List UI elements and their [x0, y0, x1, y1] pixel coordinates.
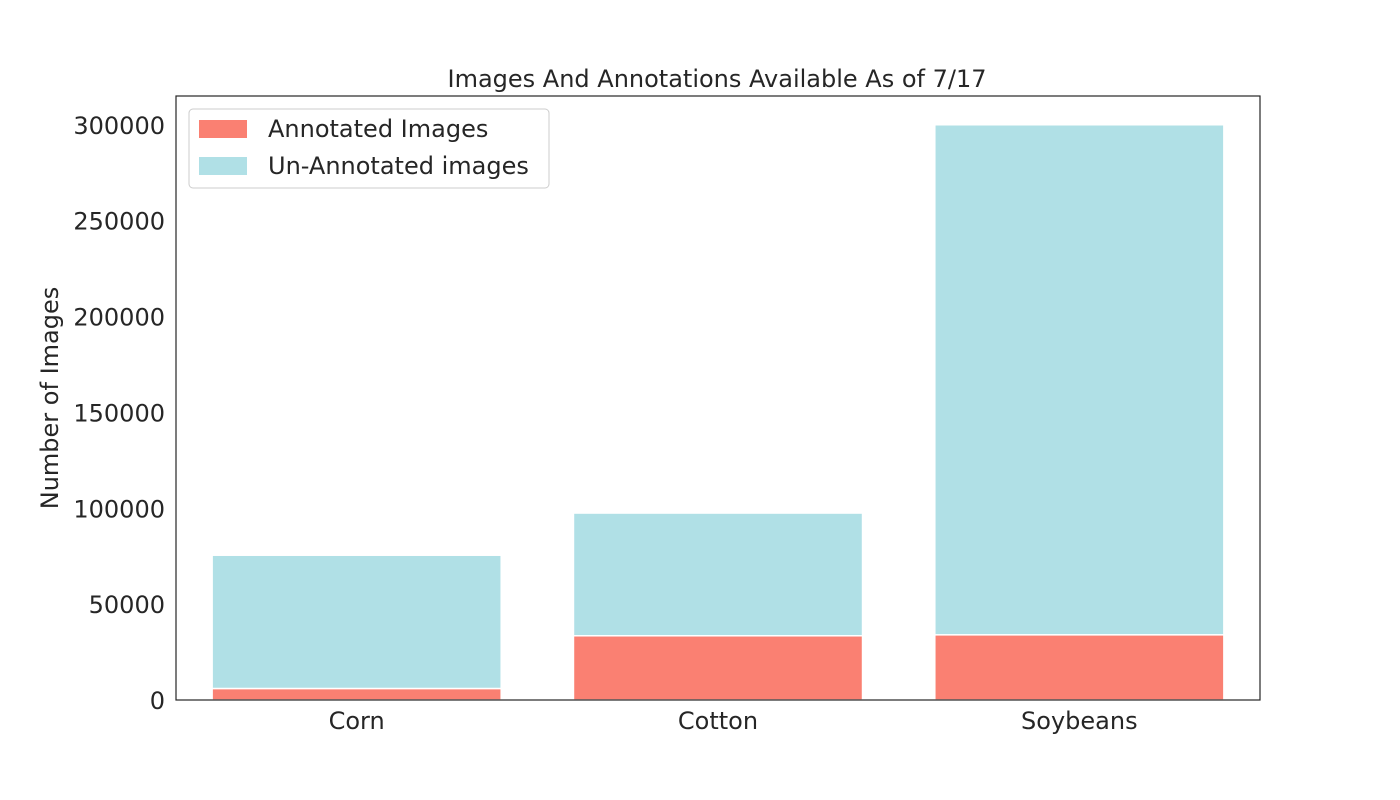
y-tick-label: 50000 — [89, 591, 165, 619]
y-tick-label: 200000 — [73, 304, 165, 332]
legend-label-unannotated: Un-Annotated images — [268, 152, 529, 180]
y-axis-label: Number of Images — [36, 287, 64, 509]
bar-soybeans-unannotated — [934, 124, 1225, 636]
bar-corn-unannotated — [211, 554, 502, 690]
bar-soybeans-annotated — [934, 634, 1225, 701]
bar-corn-annotated — [211, 687, 502, 701]
x-ticks-layer: Corn Cotton Soybeans — [329, 707, 1138, 735]
chart-title: Images And Annotations Available As of 7… — [447, 65, 986, 93]
bar-cotton-annotated — [572, 635, 864, 701]
y-tick-label: 150000 — [73, 399, 165, 427]
legend-swatch-annotated — [199, 120, 247, 138]
legend-box — [188, 108, 550, 189]
x-tick-label: Cotton — [678, 707, 758, 735]
bars-layer — [211, 124, 1225, 701]
x-tick-label: Soybeans — [1021, 707, 1138, 735]
y-ticks-layer: 0 50000 100000 150000 200000 250000 300000 — [73, 112, 165, 715]
legend-swatch-unannotated — [199, 157, 247, 175]
legend-label-annotated: Annotated Images — [268, 115, 488, 143]
y-tick-label: 0 — [150, 687, 165, 715]
legend: Annotated Images Un-Annotated images — [188, 108, 550, 189]
plot-frame — [175, 95, 1261, 701]
y-tick-label: 300000 — [73, 112, 165, 140]
x-tick-label: Corn — [329, 707, 385, 735]
bar-cotton-unannotated — [572, 512, 864, 637]
y-tick-label: 250000 — [73, 208, 165, 236]
y-tick-label: 100000 — [73, 495, 165, 523]
